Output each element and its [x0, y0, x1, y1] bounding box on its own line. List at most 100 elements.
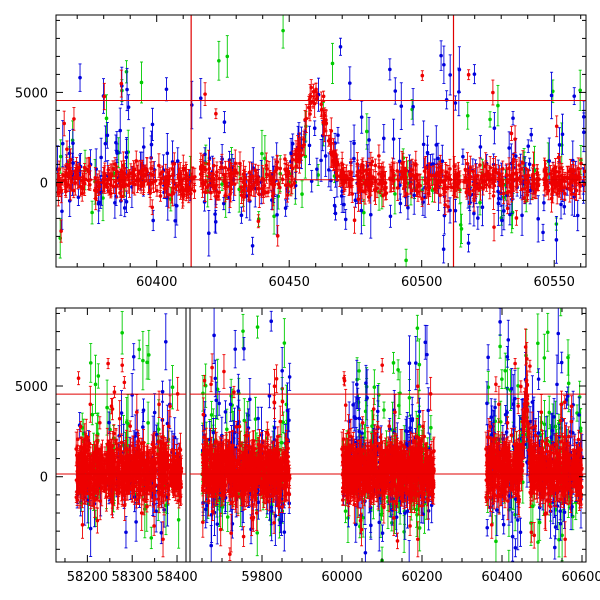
data-point	[285, 187, 290, 203]
data-point	[57, 160, 61, 178]
data-point	[439, 162, 444, 181]
data-point	[198, 152, 203, 181]
data-point	[147, 329, 151, 380]
data-point	[225, 502, 230, 532]
data-point	[575, 199, 580, 232]
data-point	[122, 170, 126, 197]
data-point	[359, 100, 364, 134]
data-point	[505, 386, 509, 439]
data-point	[380, 358, 385, 373]
data-point	[395, 162, 400, 180]
top-plot-frame	[55, 14, 587, 268]
data-point	[484, 177, 489, 192]
data-point	[566, 166, 570, 190]
data-point	[536, 313, 540, 374]
data-point	[566, 339, 570, 376]
data-point	[492, 213, 496, 242]
data-point	[491, 79, 495, 106]
data-point	[353, 192, 358, 208]
data-point	[257, 180, 262, 209]
data-point	[160, 380, 165, 403]
data-point	[312, 120, 317, 136]
data-point	[137, 339, 142, 360]
data-point	[486, 344, 490, 371]
y-tick-label: 0	[40, 176, 48, 191]
data-point	[119, 390, 124, 436]
data-point	[278, 181, 282, 194]
data-point	[536, 368, 541, 390]
data-point	[287, 362, 292, 391]
data-point	[281, 15, 285, 49]
data-point	[190, 80, 194, 130]
x-tick-label: 58400	[156, 570, 197, 585]
data-point	[513, 498, 517, 532]
data-point	[414, 183, 419, 198]
data-point	[542, 194, 546, 212]
data-point	[356, 186, 361, 212]
data-point	[518, 172, 523, 191]
data-point	[511, 111, 515, 126]
data-point	[239, 186, 244, 205]
data-point	[577, 171, 581, 195]
data-point	[88, 343, 93, 383]
data-point	[120, 311, 124, 355]
data-point	[560, 113, 565, 155]
data-point	[458, 202, 463, 248]
data-point	[478, 135, 483, 159]
data-point	[420, 190, 424, 207]
data-point	[369, 510, 373, 540]
data-point	[554, 165, 559, 178]
data-point	[388, 204, 393, 228]
data-point	[202, 161, 206, 174]
data-point	[59, 219, 63, 243]
data-point	[255, 315, 260, 339]
data-point	[472, 64, 477, 85]
data-point	[282, 318, 287, 368]
x-tick-label: 60200	[401, 570, 442, 585]
data-point	[58, 139, 63, 174]
data-point	[126, 169, 130, 181]
data-point	[328, 134, 332, 145]
data-point	[209, 525, 214, 562]
data-point	[289, 155, 294, 176]
data-point	[496, 191, 501, 206]
data-point	[90, 200, 94, 225]
data-point	[130, 373, 134, 418]
data-point	[76, 371, 81, 386]
data-point	[214, 174, 218, 196]
data-point	[163, 313, 168, 371]
data-point	[88, 385, 93, 423]
data-point	[373, 158, 378, 173]
data-point	[513, 125, 517, 153]
data-point	[113, 157, 117, 171]
data-point	[406, 195, 410, 220]
data-point	[114, 134, 118, 151]
data-point	[114, 172, 119, 199]
data-point	[556, 152, 561, 162]
data-point	[543, 167, 548, 178]
data-point	[201, 506, 205, 538]
data-point	[56, 172, 60, 197]
data-point	[336, 126, 340, 144]
data-point	[93, 354, 98, 414]
data-point	[141, 330, 145, 391]
data-point	[207, 210, 211, 257]
data-point	[478, 157, 482, 173]
data-point	[335, 154, 340, 170]
data-point	[480, 188, 485, 227]
data-point	[433, 177, 438, 193]
data-point	[118, 107, 123, 154]
bottom-data-points	[74, 308, 584, 562]
data-point	[381, 124, 386, 153]
data-point	[441, 234, 446, 264]
data-point	[360, 416, 365, 430]
data-point	[372, 369, 377, 405]
data-point	[497, 385, 501, 423]
data-point	[139, 61, 144, 104]
data-point	[528, 359, 532, 373]
data-point	[513, 538, 518, 558]
data-point	[442, 45, 446, 84]
data-point	[453, 95, 458, 111]
data-point	[150, 199, 155, 216]
